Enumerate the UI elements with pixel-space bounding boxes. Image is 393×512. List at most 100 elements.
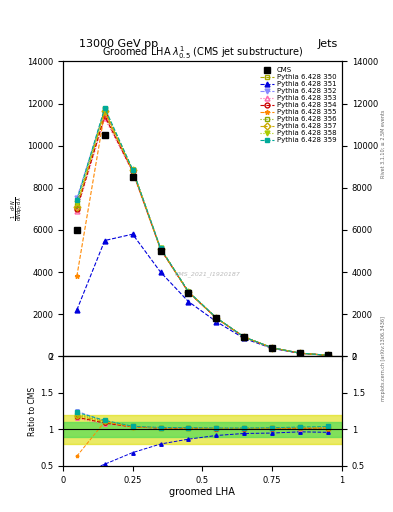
Pythia 6.428 358 xyxy=(242,334,247,340)
Pythia 6.428 356 xyxy=(130,167,135,173)
Pythia 6.428 353 xyxy=(242,334,247,340)
Pythia 6.428 358 xyxy=(326,352,331,358)
Pythia 6.428 354 xyxy=(75,206,79,212)
CMS xyxy=(270,345,275,351)
Pythia 6.428 357 xyxy=(214,315,219,321)
Line: Pythia 6.428 357: Pythia 6.428 357 xyxy=(74,109,331,358)
Text: CMS_2021_I1920187: CMS_2021_I1920187 xyxy=(175,271,241,276)
Pythia 6.428 358 xyxy=(130,166,135,173)
Pythia 6.428 357 xyxy=(242,334,247,340)
Pythia 6.428 352 xyxy=(186,289,191,295)
Pythia 6.428 358 xyxy=(270,345,275,351)
Pythia 6.428 356 xyxy=(326,352,331,358)
Line: Pythia 6.428 354: Pythia 6.428 354 xyxy=(74,114,331,358)
Pythia 6.428 350 xyxy=(130,168,135,174)
Pythia 6.428 354 xyxy=(102,113,107,119)
CMS xyxy=(102,132,107,138)
Pythia 6.428 351 xyxy=(298,350,303,356)
Pythia 6.428 351 xyxy=(130,231,135,237)
Pythia 6.428 350 xyxy=(270,345,275,351)
Pythia 6.428 357 xyxy=(326,352,331,358)
Pythia 6.428 352 xyxy=(242,334,247,340)
Pythia 6.428 355 xyxy=(186,289,191,295)
Pythia 6.428 356 xyxy=(75,202,79,208)
X-axis label: groomed LHA: groomed LHA xyxy=(169,487,235,498)
Pythia 6.428 357 xyxy=(270,345,275,351)
CMS xyxy=(158,248,163,254)
Pythia 6.428 352 xyxy=(298,350,303,356)
Pythia 6.428 356 xyxy=(102,107,107,113)
Legend: CMS, Pythia 6.428 350, Pythia 6.428 351, Pythia 6.428 352, Pythia 6.428 353, Pyt: CMS, Pythia 6.428 350, Pythia 6.428 351,… xyxy=(258,65,338,145)
Pythia 6.428 351 xyxy=(242,335,247,342)
Y-axis label: $\frac{1}{\mathrm{d}N} \frac{\mathrm{d}^2N}{\mathrm{d}p_T\,\mathrm{d}\lambda}$: $\frac{1}{\mathrm{d}N} \frac{\mathrm{d}^… xyxy=(9,197,26,221)
Pythia 6.428 359 xyxy=(186,289,191,295)
Pythia 6.428 351 xyxy=(158,269,163,275)
Pythia 6.428 358 xyxy=(102,106,107,112)
Pythia 6.428 358 xyxy=(75,200,79,206)
Line: Pythia 6.428 359: Pythia 6.428 359 xyxy=(74,105,331,358)
Pythia 6.428 354 xyxy=(326,352,331,358)
Pythia 6.428 351 xyxy=(75,307,79,313)
Line: Pythia 6.428 351: Pythia 6.428 351 xyxy=(74,232,331,358)
Line: Pythia 6.428 355: Pythia 6.428 355 xyxy=(74,110,331,358)
Pythia 6.428 355 xyxy=(242,334,247,340)
CMS xyxy=(298,350,303,356)
Pythia 6.428 351 xyxy=(186,298,191,305)
Pythia 6.428 356 xyxy=(298,350,303,356)
Pythia 6.428 352 xyxy=(214,315,219,321)
Pythia 6.428 356 xyxy=(242,334,247,340)
Pythia 6.428 353 xyxy=(326,352,331,358)
Pythia 6.428 352 xyxy=(158,245,163,251)
Pythia 6.428 359 xyxy=(102,105,107,111)
CMS xyxy=(326,352,331,358)
Pythia 6.428 358 xyxy=(214,315,219,321)
Pythia 6.428 354 xyxy=(158,246,163,252)
Pythia 6.428 353 xyxy=(102,115,107,121)
Pythia 6.428 352 xyxy=(326,352,331,358)
Pythia 6.428 355 xyxy=(214,315,219,321)
Pythia 6.428 350 xyxy=(214,315,219,321)
Pythia 6.428 353 xyxy=(298,350,303,356)
Pythia 6.428 359 xyxy=(270,345,275,351)
Pythia 6.428 355 xyxy=(75,273,79,280)
Pythia 6.428 350 xyxy=(242,334,247,340)
Pythia 6.428 359 xyxy=(75,198,79,204)
Pythia 6.428 352 xyxy=(270,345,275,351)
Pythia 6.428 351 xyxy=(102,238,107,244)
Pythia 6.428 351 xyxy=(326,352,331,358)
Pythia 6.428 356 xyxy=(158,245,163,251)
Pythia 6.428 358 xyxy=(186,289,191,295)
Pythia 6.428 357 xyxy=(186,289,191,295)
Title: Groomed LHA $\lambda^{1}_{0.5}$ (CMS jet substructure): Groomed LHA $\lambda^{1}_{0.5}$ (CMS jet… xyxy=(102,45,303,61)
Text: Jets: Jets xyxy=(318,38,338,49)
Pythia 6.428 350 xyxy=(298,350,303,356)
Text: 13000 GeV pp: 13000 GeV pp xyxy=(79,38,158,49)
Line: Pythia 6.428 353: Pythia 6.428 353 xyxy=(74,116,331,358)
Line: Pythia 6.428 356: Pythia 6.428 356 xyxy=(74,108,331,358)
Pythia 6.428 350 xyxy=(75,206,79,212)
Line: Pythia 6.428 350: Pythia 6.428 350 xyxy=(74,112,331,358)
Pythia 6.428 356 xyxy=(214,315,219,321)
Pythia 6.428 359 xyxy=(158,245,163,251)
Pythia 6.428 353 xyxy=(186,289,191,295)
CMS xyxy=(186,290,191,296)
Pythia 6.428 359 xyxy=(130,166,135,173)
Line: Pythia 6.428 352: Pythia 6.428 352 xyxy=(74,108,331,358)
Pythia 6.428 359 xyxy=(326,352,331,358)
Text: mcplots.cern.ch [arXiv:1306.3436]: mcplots.cern.ch [arXiv:1306.3436] xyxy=(381,316,386,401)
Pythia 6.428 357 xyxy=(298,350,303,356)
Pythia 6.428 353 xyxy=(270,345,275,351)
Pythia 6.428 350 xyxy=(102,111,107,117)
Pythia 6.428 354 xyxy=(242,334,247,340)
Pythia 6.428 359 xyxy=(214,315,219,321)
Pythia 6.428 358 xyxy=(158,245,163,251)
CMS xyxy=(75,227,79,233)
Pythia 6.428 356 xyxy=(186,289,191,295)
Pythia 6.428 355 xyxy=(130,167,135,174)
Pythia 6.428 355 xyxy=(298,350,303,356)
Pythia 6.428 357 xyxy=(75,204,79,210)
CMS xyxy=(130,174,135,180)
Pythia 6.428 358 xyxy=(298,350,303,356)
Pythia 6.428 355 xyxy=(158,246,163,252)
Line: CMS: CMS xyxy=(74,133,331,358)
